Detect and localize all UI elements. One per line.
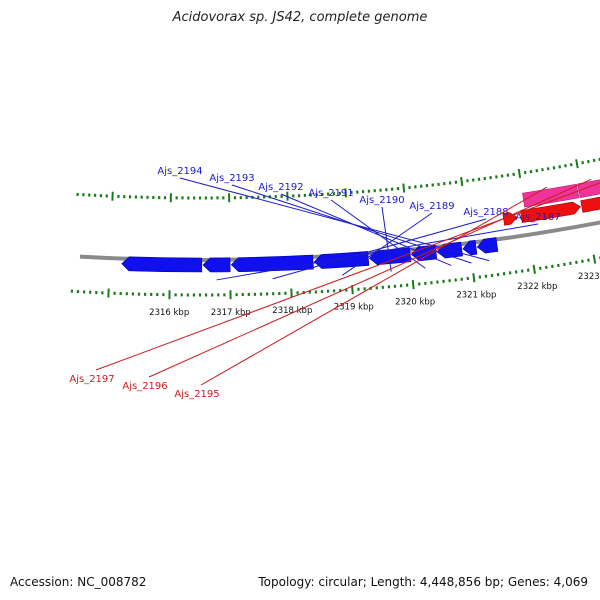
forward-gene-arrow <box>462 239 478 256</box>
forward-gene-label: Ajs_2188 <box>463 207 508 218</box>
forward-gene-label: Ajs_2191 <box>308 188 353 199</box>
major-tick <box>402 183 406 193</box>
scale-tick-label: 2320 kbp <box>395 297 435 307</box>
forward-gene-label: Ajs_2192 <box>258 182 303 193</box>
minor-tick <box>587 159 590 164</box>
scale-bottom-track <box>76 157 600 203</box>
minor-tick <box>569 261 572 266</box>
forward-gene-label: Ajs_2187 <box>515 212 560 223</box>
scale-tick-label: 2317 kbp <box>211 308 251 318</box>
rna-gene <box>577 179 600 199</box>
gene-labels: Ajs_2194 Ajs_2193 Ajs_2192 Ajs_2191 Ajs_2190… <box>69 166 600 400</box>
minor-tick <box>581 259 584 263</box>
forward-gene-arrow <box>202 257 231 273</box>
minor-tick <box>564 164 567 168</box>
minor-tick <box>563 262 566 267</box>
minor-tick <box>581 160 585 165</box>
reverse-gene-arrow <box>580 196 600 213</box>
minor-tick <box>575 260 578 264</box>
major-tick <box>532 264 536 274</box>
rna-gene <box>522 183 580 208</box>
major-tick <box>592 254 597 264</box>
forward-label-leader <box>280 193 452 266</box>
reverse-gene-track <box>502 196 600 226</box>
minor-tick <box>592 158 596 163</box>
scale-tick-label: 2321 kbp <box>456 291 496 301</box>
forward-label-leader <box>272 218 487 280</box>
forward-gene-label: Ajs_2194 <box>157 166 202 177</box>
forward-label-leader <box>342 212 433 276</box>
scale-tick-label: 2319 kbp <box>334 303 374 313</box>
minor-tick <box>552 166 556 170</box>
reverse-label-leader <box>148 178 592 378</box>
minor-tick <box>587 258 590 262</box>
rna-gene-track <box>522 179 600 208</box>
accession-text: Accession: NC_008782 <box>10 575 147 589</box>
minor-tick <box>546 167 550 171</box>
scale-tick-label: 2322 kbp <box>517 282 557 292</box>
scale-tick-label: 2323 kbp <box>578 272 600 282</box>
scale-tick-label: 2318 kbp <box>272 306 312 316</box>
reverse-gene-label: Ajs_2195 <box>174 389 219 400</box>
major-tick <box>460 176 464 187</box>
genome-summary-text: Topology: circular; Length: 4,448,856 bp… <box>258 575 588 589</box>
reverse-gene-label: Ajs_2197 <box>69 374 114 385</box>
major-tick <box>472 273 476 283</box>
map-title: Acidovorax sp. JS42, complete genome <box>172 10 428 25</box>
scale-tick-label: 2316 kbp <box>149 308 189 318</box>
reverse-gene-label: Ajs_2196 <box>122 381 167 392</box>
major-tick <box>575 159 579 169</box>
forward-gene-arrow <box>230 254 314 272</box>
forward-gene-track <box>121 237 499 273</box>
forward-gene-arrow <box>476 237 499 254</box>
reverse-label-leader <box>95 182 600 371</box>
major-tick <box>517 168 522 179</box>
reverse-label-leader <box>200 186 548 386</box>
major-tick <box>344 188 347 198</box>
forward-gene-arrow <box>121 256 203 273</box>
forward-label-leader <box>216 223 539 281</box>
forward-gene-label: Ajs_2193 <box>209 173 254 184</box>
minor-tick <box>569 163 573 167</box>
minor-tick <box>558 165 562 169</box>
major-tick <box>411 279 415 290</box>
forward-gene-label: Ajs_2189 <box>409 201 454 212</box>
forward-gene-label: Ajs_2190 <box>359 195 404 206</box>
forward-label-leader <box>179 177 490 262</box>
forward-label-leader <box>330 199 426 269</box>
